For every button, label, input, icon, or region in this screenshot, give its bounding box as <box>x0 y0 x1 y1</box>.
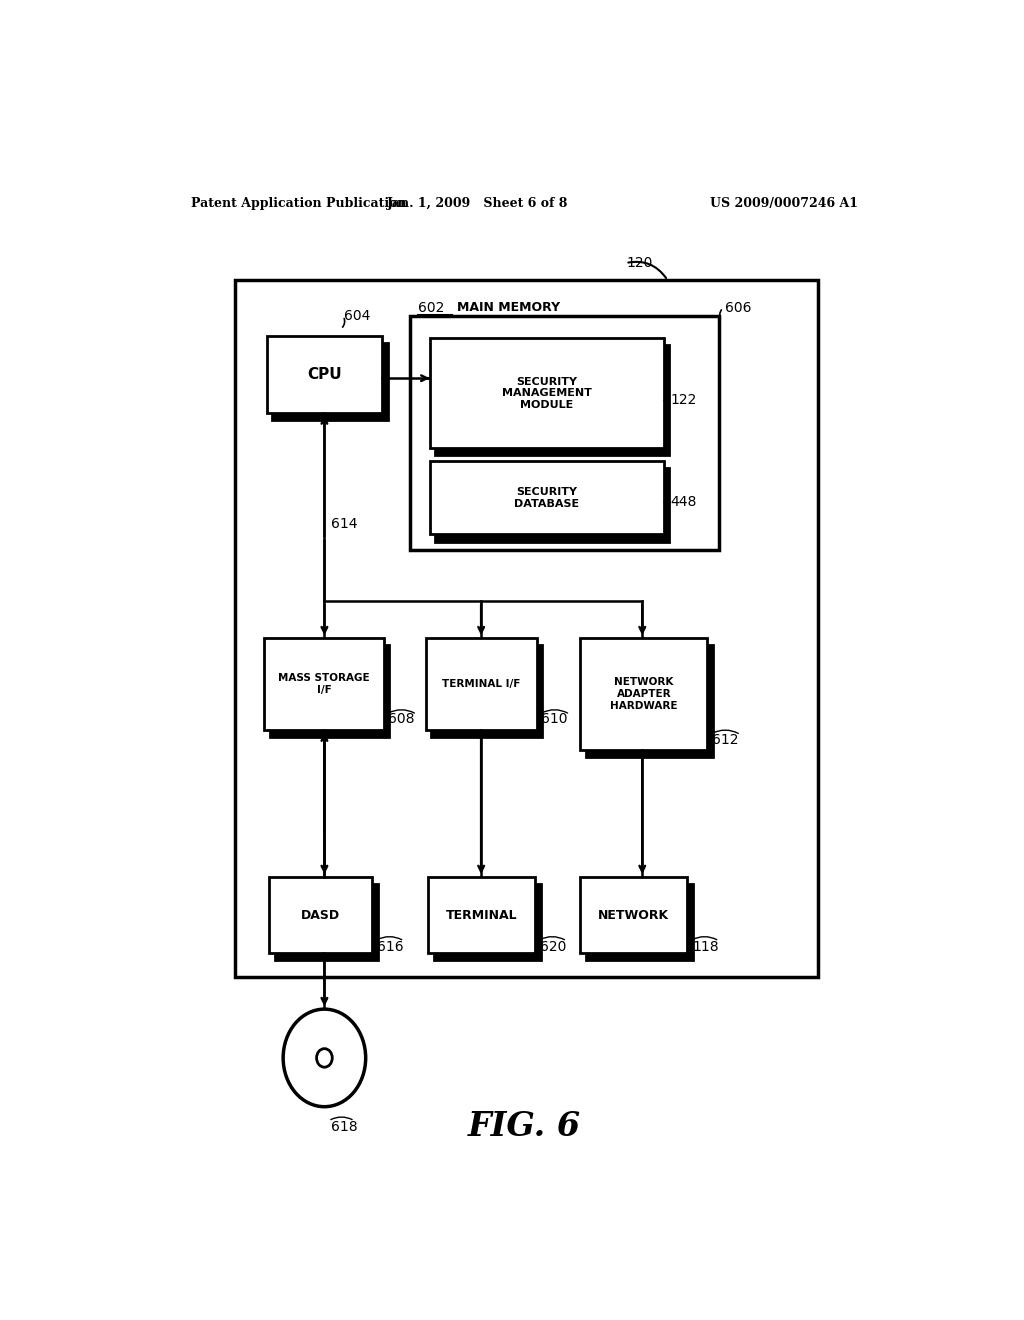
Text: 610: 610 <box>542 713 568 726</box>
Text: 614: 614 <box>331 517 357 532</box>
Text: 612: 612 <box>712 733 738 747</box>
Bar <box>433 884 541 961</box>
Text: 620: 620 <box>540 940 566 954</box>
Text: 448: 448 <box>670 495 696 510</box>
Text: SECURITY
MANAGEMENT
MODULE: SECURITY MANAGEMENT MODULE <box>502 376 592 409</box>
Bar <box>236 280 818 977</box>
Bar <box>270 645 389 737</box>
Text: 616: 616 <box>377 940 403 954</box>
Text: DASD: DASD <box>301 908 340 921</box>
Bar <box>410 315 719 549</box>
Text: CPU: CPU <box>307 367 342 381</box>
Text: 602: 602 <box>418 301 444 314</box>
Text: Jan. 1, 2009   Sheet 6 of 8: Jan. 1, 2009 Sheet 6 of 8 <box>386 197 568 210</box>
Bar <box>430 461 664 535</box>
Bar <box>581 638 708 750</box>
Bar <box>269 876 373 953</box>
Text: MAIN MEMORY: MAIN MEMORY <box>458 301 560 314</box>
Text: 608: 608 <box>388 713 415 726</box>
Bar <box>267 337 382 412</box>
Bar <box>274 884 378 961</box>
Text: 604: 604 <box>344 309 371 323</box>
Text: SECURITY
DATABASE: SECURITY DATABASE <box>514 487 580 508</box>
Bar <box>581 876 687 953</box>
Bar <box>272 343 387 420</box>
Text: US 2009/0007246 A1: US 2009/0007246 A1 <box>710 197 858 210</box>
Bar <box>435 346 670 455</box>
Bar <box>430 338 664 447</box>
Bar <box>435 469 670 541</box>
Text: 618: 618 <box>331 1121 357 1134</box>
Bar <box>431 645 543 737</box>
Text: 120: 120 <box>627 256 652 271</box>
Text: TERMINAL I/F: TERMINAL I/F <box>442 678 520 689</box>
Text: 122: 122 <box>670 393 696 408</box>
Text: MASS STORAGE
I/F: MASS STORAGE I/F <box>279 673 370 694</box>
Text: FIG. 6: FIG. 6 <box>468 1110 582 1143</box>
Bar <box>428 876 536 953</box>
Ellipse shape <box>284 1008 366 1106</box>
Text: NETWORK
ADAPTER
HARDWARE: NETWORK ADAPTER HARDWARE <box>610 677 678 710</box>
Ellipse shape <box>316 1048 332 1067</box>
Text: 606: 606 <box>725 301 752 314</box>
Bar <box>264 638 384 730</box>
Text: TERMINAL: TERMINAL <box>445 908 517 921</box>
Text: 118: 118 <box>692 940 719 954</box>
Text: Patent Application Publication: Patent Application Publication <box>191 197 407 210</box>
Bar <box>586 645 713 758</box>
Text: NETWORK: NETWORK <box>598 908 670 921</box>
Bar <box>426 638 537 730</box>
Bar <box>586 884 693 961</box>
